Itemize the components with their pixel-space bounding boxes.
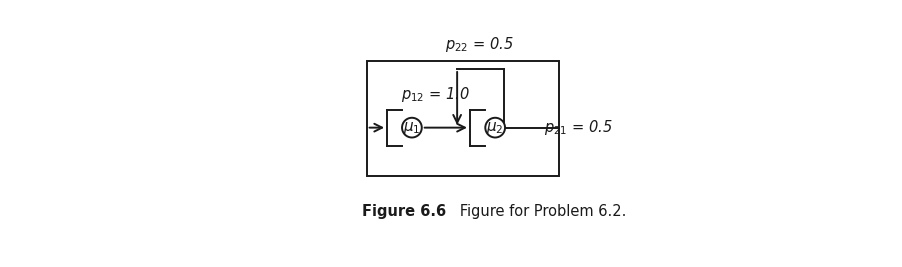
Text: $p_{22}$ = 0.5: $p_{22}$ = 0.5 (446, 35, 514, 54)
Text: $\mu_1$: $\mu_1$ (403, 120, 420, 136)
Text: $\mu_2$: $\mu_2$ (486, 120, 504, 136)
Circle shape (485, 118, 505, 138)
Text: Figure for Problem 6.2.: Figure for Problem 6.2. (446, 204, 626, 219)
Bar (367, 61, 559, 176)
Circle shape (402, 118, 422, 138)
Text: Figure 6.6: Figure 6.6 (362, 204, 446, 219)
Text: $p_{12}$ = 1.0: $p_{12}$ = 1.0 (401, 85, 470, 104)
Text: $p_{21}$ = 0.5: $p_{21}$ = 0.5 (544, 118, 613, 137)
